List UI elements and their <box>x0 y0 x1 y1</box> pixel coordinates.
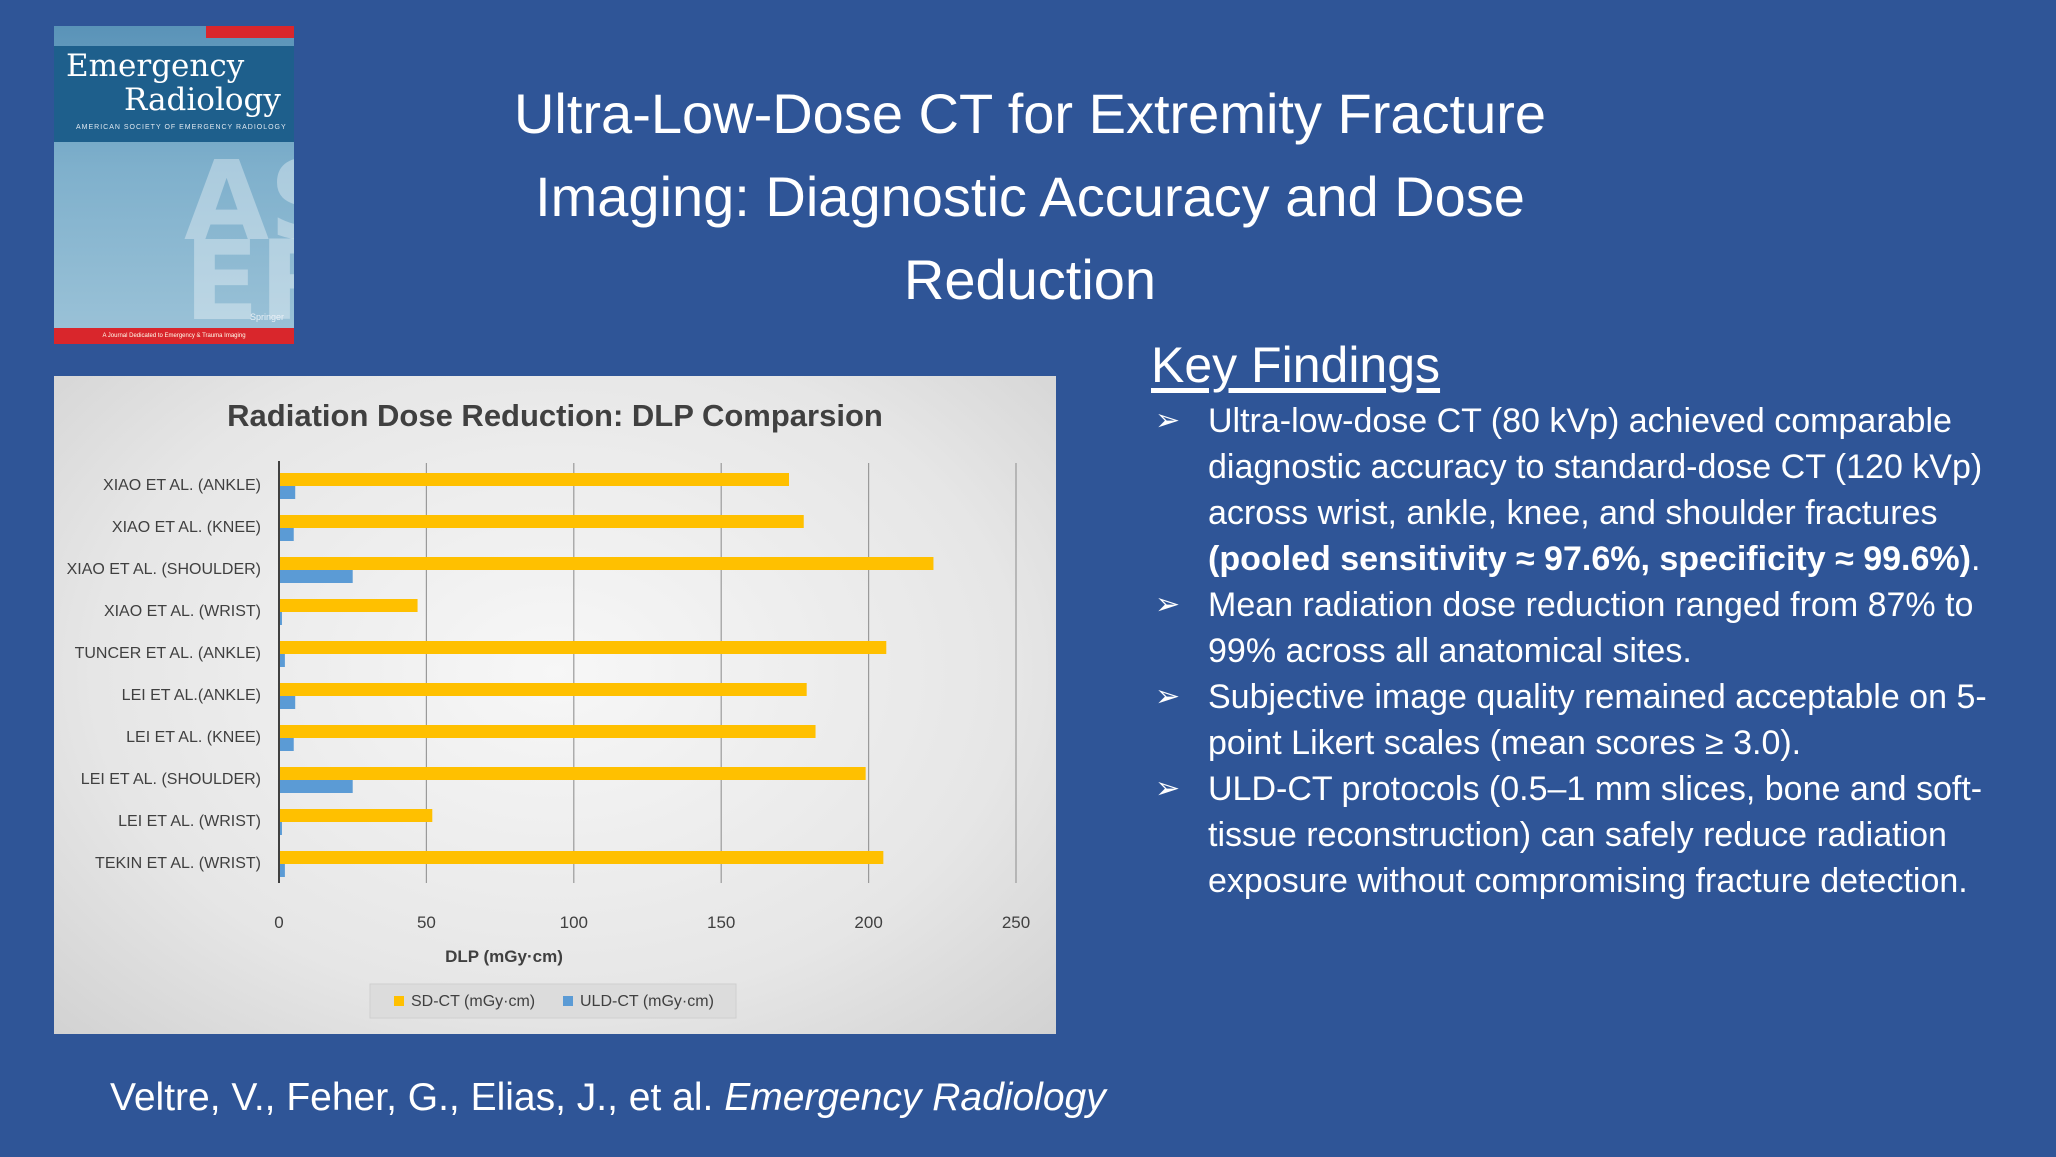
citation: Veltre, V., Feher, G., Elias, J., et al.… <box>110 1076 1106 1120</box>
uld-ct-bar <box>279 822 282 835</box>
x-tick-label: 150 <box>707 913 735 932</box>
uld-ct-bar <box>279 696 296 709</box>
legend-label-uld-ct: ULD-CT (mGy·cm) <box>580 993 714 1010</box>
legend-swatch-sd-ct <box>394 996 404 1006</box>
uld-ct-bar <box>279 738 294 751</box>
cover-title-band <box>54 46 294 142</box>
legend-swatch-uld-ct <box>563 996 573 1006</box>
sd-ct-bar <box>279 515 804 528</box>
finding-item: ➢ Mean radiation dose reduction ranged fr… <box>1151 582 2031 674</box>
finding-text: ULD-CT protocols (0.5–1 mm slices, bone … <box>1208 770 1983 900</box>
y-category-label: LEI ET AL.(ANKLE) <box>122 687 261 704</box>
uld-ct-bar <box>279 612 282 625</box>
y-category-label: LEI ET AL. (WRIST) <box>118 813 261 830</box>
y-category-label: LEI ET AL. (KNEE) <box>126 729 261 746</box>
sd-ct-bar <box>279 809 433 822</box>
cover-publisher: Springer <box>249 312 284 322</box>
x-tick-label: 100 <box>560 913 588 932</box>
sd-ct-bar <box>279 641 887 654</box>
cover-tagline: A Journal Dedicated to Emergency & Traum… <box>102 333 246 339</box>
sd-ct-bar <box>279 473 790 486</box>
y-category-label: TUNCER ET AL. (ANKLE) <box>75 645 261 662</box>
citation-journal: Emergency Radiology <box>724 1076 1106 1119</box>
sd-ct-bar <box>279 557 934 570</box>
legend-label-sd-ct: SD-CT (mGy·cm) <box>411 993 535 1010</box>
x-axis-label: DLP (mGy·cm) <box>445 947 563 966</box>
sd-ct-bar <box>279 767 866 780</box>
arrow-bullet-icon: ➢ <box>1155 680 1181 713</box>
uld-ct-bar <box>279 570 353 583</box>
uld-ct-bar <box>279 780 353 793</box>
x-tick-label: 0 <box>274 913 283 932</box>
uld-ct-bar <box>279 528 294 541</box>
dlp-bar-chart: Radiation Dose Reduction: DLP Comparsion… <box>67 398 1030 1019</box>
arrow-bullet-icon: ➢ <box>1155 588 1181 621</box>
finding-item: ➢ Ultra-low-dose CT (80 kVp) achieved com… <box>1151 398 2031 582</box>
y-category-label: TEKIN ET AL. (WRIST) <box>95 855 261 872</box>
x-tick-label: 200 <box>854 913 882 932</box>
sd-ct-bar <box>279 851 884 864</box>
uld-ct-bar <box>279 654 285 667</box>
finding-text: Subjective image quality remained accept… <box>1208 678 1987 762</box>
cover-title-line2: Radiology <box>124 82 281 118</box>
y-category-label: XIAO ET AL. (KNEE) <box>112 519 261 536</box>
chart-panel: Radiation Dose Reduction: DLP Comparsion… <box>54 376 1056 1034</box>
y-category-label: XIAO ET AL. (SHOULDER) <box>67 561 261 578</box>
arrow-bullet-icon: ➢ <box>1155 404 1181 437</box>
cover-title-line1: Emergency <box>66 48 245 84</box>
key-findings-heading: Key Findings <box>1151 337 1441 393</box>
chart-title: Radiation Dose Reduction: DLP Comparsion <box>227 398 883 433</box>
sd-ct-bar <box>279 683 807 696</box>
cover-letters-er: ER <box>184 217 294 344</box>
y-category-label: XIAO ET AL. (WRIST) <box>104 603 261 620</box>
finding-text: Mean radiation dose reduction ranged fro… <box>1208 586 1974 670</box>
sd-ct-bar <box>279 725 816 738</box>
finding-text-end: . <box>1970 540 1981 578</box>
uld-ct-bar <box>279 864 285 877</box>
cover-society: AMERICAN SOCIETY OF EMERGENCY RADIOLOGY <box>76 124 287 131</box>
finding-bold-text: (pooled sensitivity ≈ 97.6%, specificity… <box>1208 540 1971 578</box>
y-category-label: LEI ET AL. (SHOULDER) <box>81 771 261 788</box>
finding-item: ➢ ULD-CT protocols (0.5–1 mm slices, bone… <box>1151 766 2031 904</box>
finding-item: ➢ Subjective image quality remained accep… <box>1151 674 2031 766</box>
finding-text: Ultra-low-dose CT (80 kVp) achieved comp… <box>1208 402 1983 532</box>
key-findings-list: ➢ Ultra-low-dose CT (80 kVp) achieved com… <box>1151 398 2031 904</box>
slide-title: Ultra-Low-Dose CT for Extremity Fracture… <box>513 82 1547 311</box>
legend-box <box>369 983 737 1019</box>
x-tick-label: 250 <box>1002 913 1030 932</box>
sd-ct-bar <box>279 599 418 612</box>
y-category-label: XIAO ET AL. (ANKLE) <box>103 477 261 494</box>
cover-letters-as: AS <box>184 137 294 265</box>
arrow-bullet-icon: ➢ <box>1155 772 1181 805</box>
x-tick-label: 50 <box>417 913 436 932</box>
citation-authors: Veltre, V., Feher, G., Elias, J., et al. <box>110 1076 725 1119</box>
uld-ct-bar <box>279 486 296 499</box>
cover-bottom-band: A Journal Dedicated to Emergency & Traum… <box>54 328 294 344</box>
cover-red-bar <box>206 26 294 38</box>
journal-cover: Emergency Radiology AMERICAN SOCIETY OF … <box>54 26 294 344</box>
